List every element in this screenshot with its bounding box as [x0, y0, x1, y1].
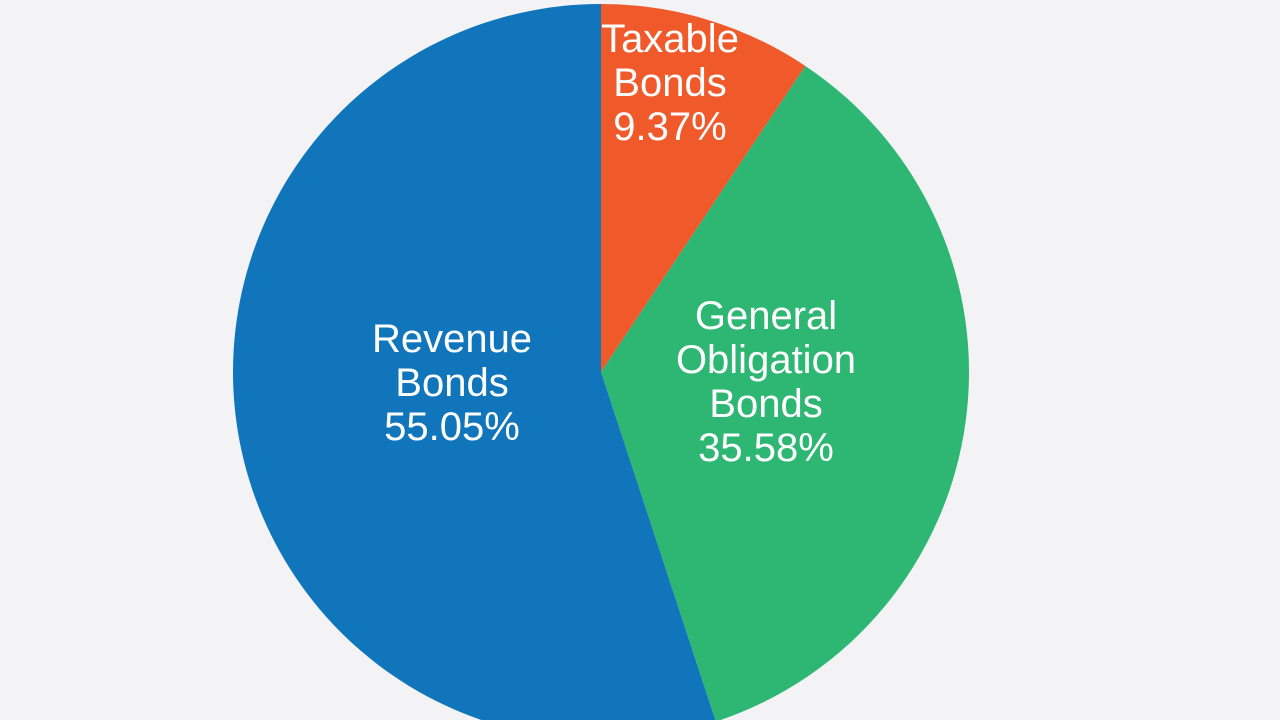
slice-label-line: Bonds: [709, 382, 822, 426]
slice-value-label: 35.58%: [698, 426, 834, 470]
slice-label-line: General: [695, 294, 837, 338]
pie-slices: [233, 4, 969, 720]
pie-slice-taxable-bonds: [601, 4, 806, 372]
slice-value-label: 9.37%: [613, 105, 726, 149]
pie-labels: TaxableBonds9.37%GeneralObligationBonds3…: [372, 17, 856, 470]
slice-value-label: 55.05%: [384, 405, 520, 449]
slice-label-line: Bonds: [395, 361, 508, 405]
slice-label-line: Obligation: [676, 338, 856, 382]
pie-slice-revenue-bonds: [233, 4, 716, 720]
slice-label-line: Revenue: [372, 317, 532, 361]
slice-label-line: Taxable: [601, 17, 739, 61]
pie-slice-general-obligation-bonds: [601, 65, 969, 720]
slice-label-line: Bonds: [613, 61, 726, 105]
